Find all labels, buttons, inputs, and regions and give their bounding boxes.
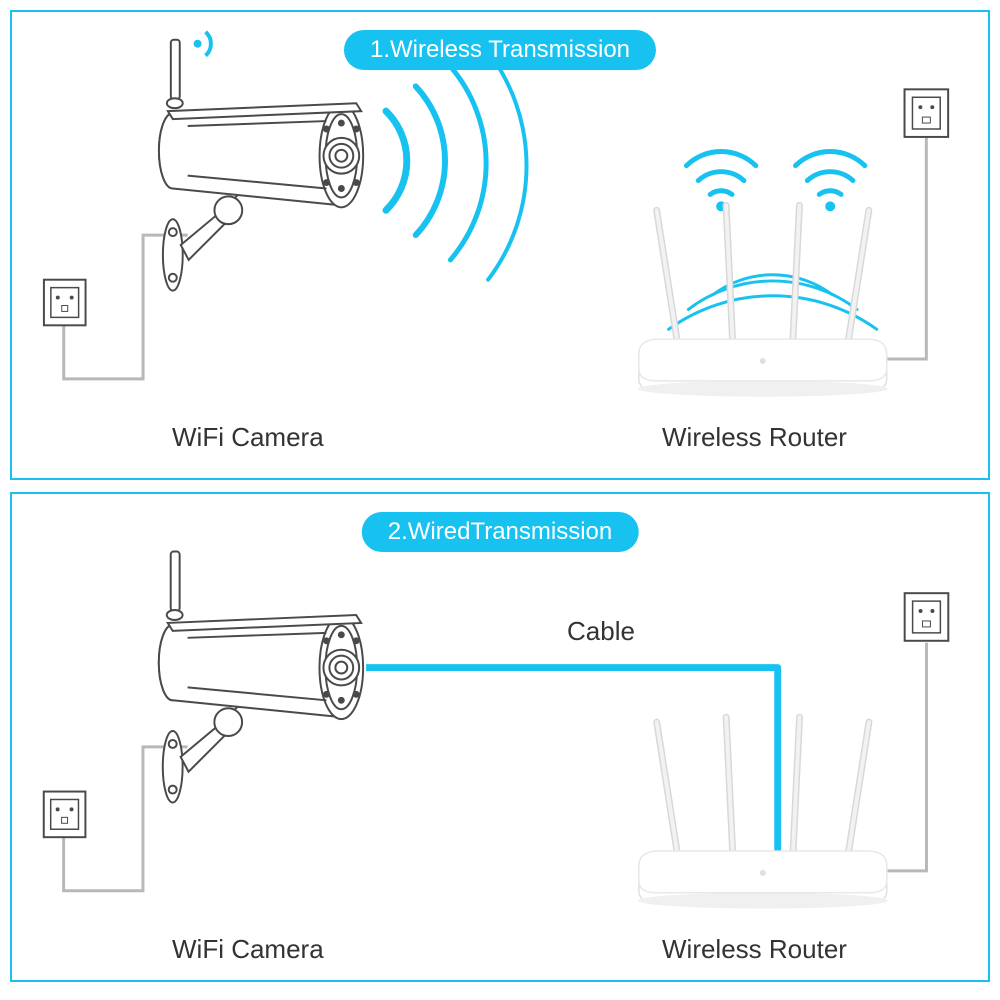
camera-label-1: WiFi Camera [172, 422, 324, 453]
cable-label: Cable [567, 616, 635, 647]
diagram-wired [12, 494, 988, 980]
antenna-signal-icon [194, 32, 211, 56]
camera-socket [44, 280, 86, 326]
camera-antenna [167, 40, 183, 108]
router-socket-2 [905, 593, 949, 641]
panel-wireless: 1.Wireless Transmission [10, 10, 990, 480]
camera-antenna-2 [167, 552, 183, 620]
wifi-icon-left [686, 152, 755, 212]
wifi-camera-icon-2 [159, 615, 363, 719]
router-signal-arcs [669, 275, 877, 330]
router-label-1: Wireless Router [662, 422, 847, 453]
wireless-signal-arcs [386, 52, 527, 280]
camera-socket-2 [44, 792, 86, 838]
panel-wired: 2.WiredTransmission [10, 492, 990, 982]
router-power-cable [887, 136, 927, 359]
router-power-cable-2 [887, 643, 927, 871]
wireless-router-icon [638, 205, 888, 396]
wifi-icon-right [795, 152, 864, 212]
camera-label-2: WiFi Camera [172, 934, 324, 965]
diagram-wireless [12, 12, 988, 478]
ethernet-cable [366, 668, 778, 861]
wifi-camera-icon [159, 103, 363, 207]
wireless-router-icon-2 [638, 717, 888, 908]
router-socket [905, 89, 949, 137]
router-label-2: Wireless Router [662, 934, 847, 965]
